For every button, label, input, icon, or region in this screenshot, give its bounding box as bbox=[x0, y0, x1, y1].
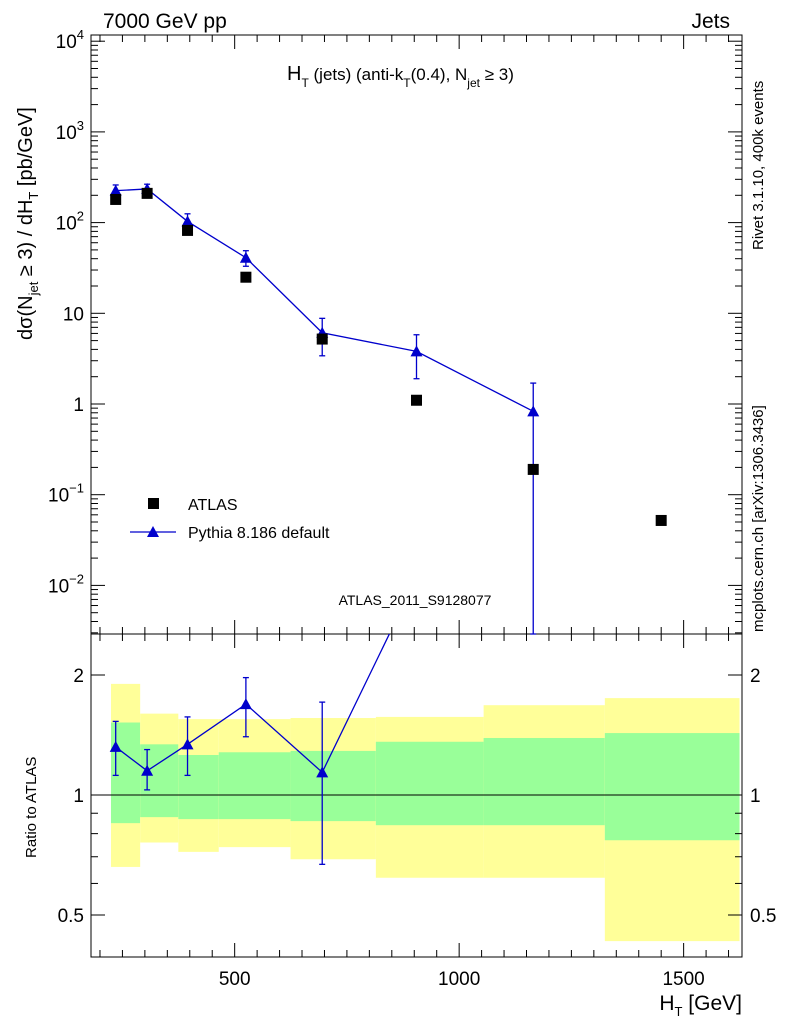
legend-atlas-label: ATLAS bbox=[188, 497, 238, 514]
atlas-point bbox=[141, 187, 153, 199]
legend: ATLAS Pythia 8.186 default bbox=[130, 497, 330, 542]
main-y-tick-label: 102 bbox=[56, 209, 84, 235]
ratio-y-axis-label: Ratio to ATLAS bbox=[23, 757, 40, 858]
ratio-pythia-point bbox=[109, 740, 122, 752]
ratio-bands-group bbox=[110, 683, 740, 942]
pythia-point bbox=[239, 251, 252, 263]
atlas-point bbox=[411, 394, 422, 406]
x-tick-label: 1000 bbox=[438, 969, 480, 990]
header-left-label: 7000 GeV pp bbox=[103, 10, 227, 33]
ratio-inner-band bbox=[178, 754, 219, 820]
ratio-pythia-point bbox=[239, 698, 252, 710]
pythia-point bbox=[181, 215, 194, 227]
main-series-group bbox=[109, 182, 667, 635]
ratio-series-group bbox=[109, 634, 391, 865]
axis-ticks-group: 10−2 10−1 1 10 102 103 104 500 1000 1500 0.5 0.5 1 1 2… bbox=[48, 27, 776, 990]
header-right-label: Jets bbox=[691, 10, 730, 33]
ratio-pythia-point bbox=[316, 766, 329, 778]
atlas-point bbox=[316, 333, 328, 345]
atlas-point bbox=[182, 224, 194, 236]
ratio-pythia-line bbox=[115, 634, 391, 774]
main-y-tick-label: 104 bbox=[56, 27, 84, 53]
ratio-y-tick-label: 2 bbox=[73, 666, 84, 687]
legend-pythia-marker bbox=[147, 526, 159, 537]
ratio-y-tick-label: 0.5 bbox=[58, 906, 84, 927]
pythia-point bbox=[410, 345, 423, 357]
analysis-watermark: ATLAS_2011_S9128077 bbox=[339, 592, 492, 608]
pythia-point bbox=[109, 184, 122, 196]
atlas-point bbox=[655, 514, 667, 526]
main-y-tick-label: 1 bbox=[73, 395, 84, 416]
ratio-inner-band bbox=[483, 737, 605, 826]
main-y-tick-label: 103 bbox=[56, 118, 84, 144]
ratio-inner-band bbox=[290, 750, 376, 822]
ratio-inner-band bbox=[140, 744, 179, 818]
plot-title: HT (jets) (anti-kT(0.4), Njet ≥ 3) bbox=[287, 63, 514, 90]
ratio-series-clipped bbox=[109, 634, 391, 865]
ratio-y-tick-label-right: 1 bbox=[750, 786, 761, 807]
x-axis-label: HT [GeV] bbox=[659, 992, 742, 1019]
mcplots-label: mcplots.cern.ch [arXiv:1306.3436] bbox=[750, 405, 767, 632]
atlas-point bbox=[110, 193, 122, 205]
x-tick-label: 500 bbox=[219, 969, 251, 990]
ratio-pythia-point bbox=[181, 738, 194, 750]
atlas-point bbox=[527, 463, 539, 475]
x-tick-label: 1500 bbox=[662, 969, 704, 990]
ratio-inner-band bbox=[375, 741, 484, 826]
ratio-inner-band bbox=[218, 752, 291, 820]
main-y-tick-label: 10 bbox=[63, 304, 84, 325]
ratio-inner-band bbox=[604, 733, 740, 841]
ratio-pythia-point bbox=[141, 764, 154, 776]
main-y-tick-label: 10−2 bbox=[48, 571, 84, 597]
pythia-point bbox=[527, 405, 540, 417]
pythia-line bbox=[115, 188, 534, 412]
rivet-version-label: Rivet 3.1.10, 400k events bbox=[750, 81, 767, 250]
main-y-axis-label: dσ(Njet ≥ 3) / dHT [pb/GeV] bbox=[15, 107, 41, 340]
ratio-y-tick-label: 1 bbox=[73, 786, 84, 807]
ratio-y-tick-label-right: 0.5 bbox=[750, 906, 776, 927]
atlas-point bbox=[240, 271, 252, 283]
legend-pythia-label: Pythia 8.186 default bbox=[188, 525, 330, 542]
ratio-y-tick-label-right: 2 bbox=[750, 666, 761, 687]
main-y-tick-label: 10−1 bbox=[48, 481, 84, 507]
legend-atlas-marker bbox=[148, 498, 159, 509]
